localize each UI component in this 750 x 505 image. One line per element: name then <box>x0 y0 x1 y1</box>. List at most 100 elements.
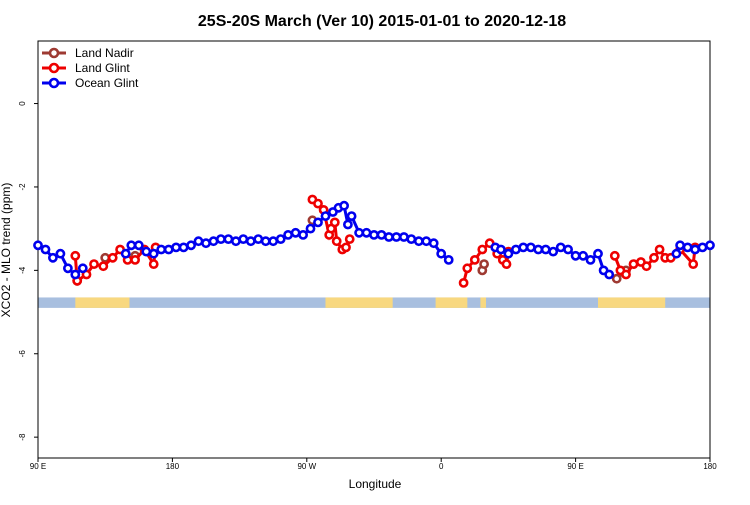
data-point <box>621 269 631 280</box>
data-point <box>156 244 167 255</box>
data-point <box>171 242 181 253</box>
data-point <box>479 259 489 269</box>
data-point <box>63 263 73 274</box>
data-point <box>611 273 622 284</box>
data-point <box>238 234 249 244</box>
data-point <box>313 198 323 209</box>
data-point <box>33 240 43 251</box>
data-point <box>120 248 131 259</box>
legend-marker <box>48 62 60 74</box>
data-point <box>130 254 140 265</box>
data-point <box>275 234 286 244</box>
legend-label: Land Nadir <box>75 46 134 60</box>
y-axis-label: XCO2 - MLO trend (ppm) <box>0 183 13 318</box>
data-point <box>201 238 211 249</box>
data-point <box>540 244 551 255</box>
data-point <box>283 229 293 240</box>
series-ocean-glint <box>33 200 715 280</box>
data-point <box>458 277 469 288</box>
data-point <box>413 236 424 247</box>
data-point <box>469 254 480 265</box>
data-point <box>89 259 99 269</box>
data-point <box>70 269 81 280</box>
y-tick-label: -8 <box>18 433 27 441</box>
data-point <box>421 236 432 247</box>
data-point <box>578 250 588 261</box>
x-tick-label: 90 E <box>567 462 583 471</box>
data-point <box>436 248 447 259</box>
data-point <box>346 211 357 221</box>
data-point <box>313 217 323 228</box>
data-point <box>40 244 51 255</box>
x-tick-label: 90 E <box>30 462 46 471</box>
chart-title: 25S-20S March (Ver 10) 2015-01-01 to 202… <box>198 13 566 30</box>
data-point <box>585 254 596 265</box>
data-point <box>320 211 331 221</box>
data-point <box>688 259 699 269</box>
data-point <box>77 263 88 274</box>
legend-label: Land Glint <box>75 61 130 75</box>
data-point <box>329 217 340 228</box>
land-segment <box>75 297 130 308</box>
data-point <box>344 234 355 244</box>
data-point <box>609 250 620 261</box>
data-point <box>570 250 581 261</box>
x-tick-label: 0 <box>439 462 444 471</box>
legend-marker <box>48 77 60 89</box>
data-point <box>107 252 118 263</box>
y-tick-label: 0 <box>18 101 27 106</box>
data-point <box>268 236 279 247</box>
land-mask-band <box>38 297 710 308</box>
data-point <box>193 236 204 247</box>
data-point <box>641 261 652 272</box>
data-point <box>548 246 559 257</box>
data-point <box>501 259 512 269</box>
data-point <box>245 236 256 247</box>
y-tick-label: -2 <box>18 183 27 191</box>
data-point <box>654 244 665 255</box>
land-segment <box>598 297 666 308</box>
data-point <box>649 252 659 263</box>
data-point <box>369 229 379 240</box>
data-point <box>290 227 301 238</box>
data-point <box>48 252 58 263</box>
data-point <box>361 227 372 238</box>
land-segment <box>435 297 468 308</box>
data-point <box>406 234 417 244</box>
data-point <box>186 240 196 251</box>
data-point <box>126 240 137 251</box>
series-layer <box>33 194 715 288</box>
y-tick-label: -6 <box>18 350 27 358</box>
data-point <box>215 234 226 244</box>
data-point <box>223 234 234 244</box>
data-point <box>593 248 603 259</box>
data-point <box>70 250 81 261</box>
land-segment <box>480 297 486 308</box>
data-point <box>339 200 349 211</box>
data-point <box>178 242 189 253</box>
data-point <box>383 232 394 242</box>
data-point <box>697 242 708 253</box>
data-point <box>563 244 573 255</box>
data-point <box>148 248 159 259</box>
data-point <box>331 236 342 247</box>
data-point <box>518 242 529 253</box>
data-point <box>671 248 682 259</box>
data-point <box>133 240 144 251</box>
x-axis: 90 E 180 90 W 0 90 E 180 <box>30 458 717 471</box>
data-point <box>341 242 351 253</box>
data-point <box>391 232 402 242</box>
data-point <box>148 259 159 269</box>
data-point <box>604 269 615 280</box>
data-point <box>705 240 715 251</box>
x-tick-label: 90 W <box>297 462 316 471</box>
y-axis: 0 -2 -4 -6 -8 <box>18 101 38 441</box>
data-point <box>260 236 271 247</box>
data-point <box>55 248 66 259</box>
data-point <box>682 242 693 253</box>
data-point <box>462 263 473 274</box>
x-axis-label: Longitude <box>349 477 402 491</box>
data-point <box>675 240 685 251</box>
